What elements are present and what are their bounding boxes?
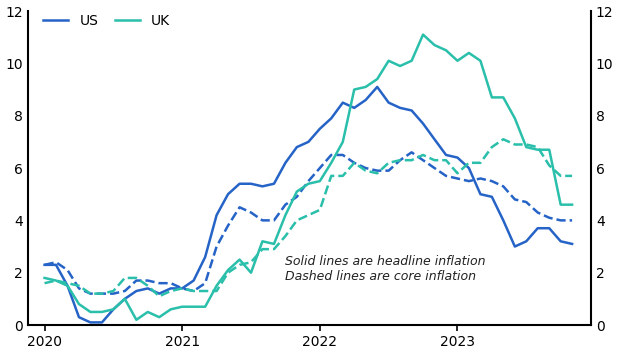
US [500,218,507,223]
US [316,127,324,131]
US [224,192,232,196]
US [144,286,152,290]
UK [465,51,472,55]
UK [121,297,129,301]
UK [87,310,94,314]
US [76,315,83,319]
UK [190,305,197,309]
US [454,155,461,160]
US [248,182,255,186]
UK [132,318,140,322]
US [327,116,335,120]
US [534,226,542,230]
UK [248,271,255,275]
UK [443,48,450,53]
US [110,307,117,311]
UK [477,59,484,63]
UK [224,268,232,272]
US [155,291,163,296]
UK [316,179,324,183]
UK [213,284,220,288]
US [167,286,175,290]
US [511,244,519,248]
UK [144,310,152,314]
US [201,255,209,259]
UK [511,116,519,120]
US [41,263,48,267]
US [339,100,347,105]
US [431,137,438,141]
US [557,239,565,244]
US [488,195,496,199]
UK [64,284,71,288]
UK [350,87,358,92]
US [282,161,289,165]
UK [76,302,83,306]
UK [327,161,335,165]
UK [52,278,59,283]
UK [557,203,565,207]
UK [408,59,415,63]
UK [568,203,576,207]
US [396,106,404,110]
US [64,284,71,288]
US [293,145,301,149]
US [465,166,472,170]
UK [167,307,175,311]
UK [396,64,404,68]
UK [522,145,530,149]
US [213,213,220,217]
UK [282,213,289,217]
UK [293,190,301,194]
US [98,320,106,324]
UK [373,77,381,81]
US [350,106,358,110]
UK [236,257,243,262]
UK [98,310,106,314]
US [419,121,426,126]
US [52,263,59,267]
US [443,153,450,157]
US [408,108,415,113]
UK [178,305,186,309]
UK [155,315,163,319]
Legend: US, UK: US, UK [38,9,176,34]
US [477,192,484,196]
US [132,289,140,293]
UK [259,239,266,244]
UK [305,182,312,186]
UK [545,148,553,152]
UK [419,32,426,37]
US [545,226,553,230]
UK [41,276,48,280]
Text: Solid lines are headline inflation
Dashed lines are core inflation: Solid lines are headline inflation Dashe… [285,255,486,283]
US [178,286,186,290]
UK [201,305,209,309]
UK [431,43,438,47]
UK [385,59,392,63]
US [362,98,370,102]
US [373,85,381,89]
US [236,182,243,186]
UK [362,85,370,89]
UK [110,307,117,311]
US [385,100,392,105]
US [121,297,129,301]
Line: US: US [45,87,572,322]
US [259,184,266,189]
UK [339,140,347,144]
UK [488,95,496,99]
US [87,320,94,324]
US [522,239,530,244]
Line: UK: UK [45,34,572,320]
UK [500,95,507,99]
US [190,278,197,283]
US [305,140,312,144]
UK [534,148,542,152]
US [568,242,576,246]
US [271,182,278,186]
UK [271,242,278,246]
UK [454,59,461,63]
